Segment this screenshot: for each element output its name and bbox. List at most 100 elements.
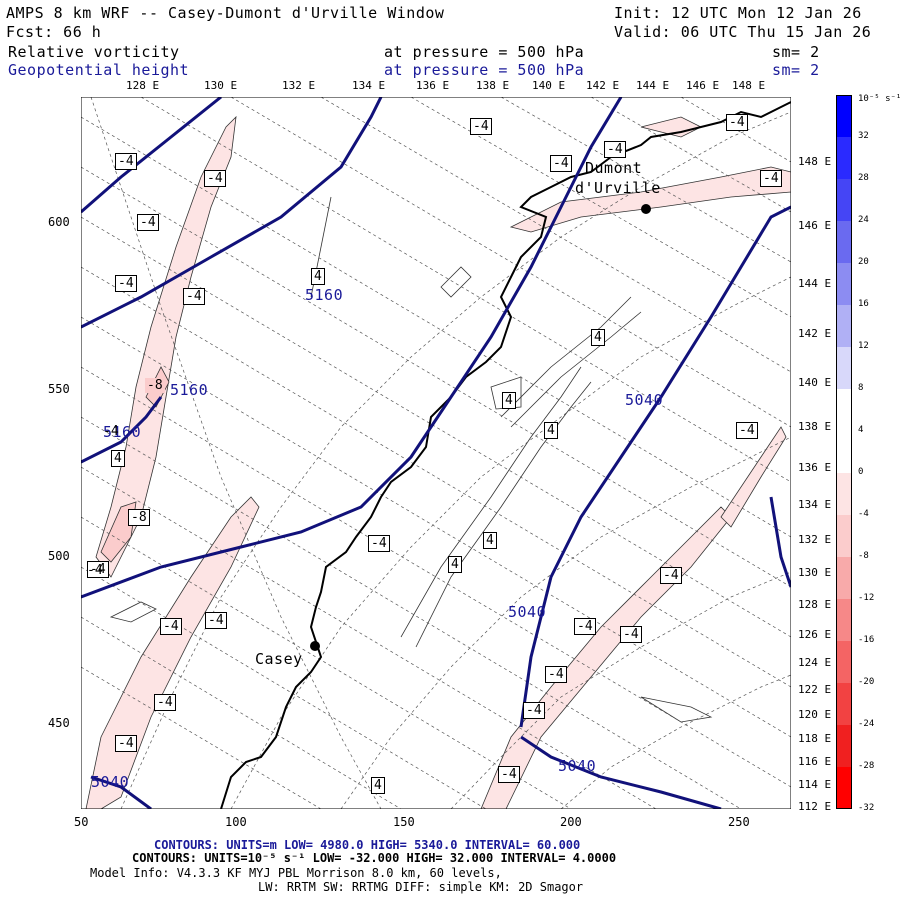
colorbar-label: 8 [858,383,864,393]
vort-label: -4 [204,170,226,187]
height-label: 5040 [558,757,597,775]
colorbar-label: 32 [858,131,869,141]
vort-label: -4 [205,612,227,629]
y-tick-label: 600 [48,215,70,229]
lon-label-right: 120 E [798,708,832,721]
vort-label: -4 [154,694,176,711]
x-tick-label: 250 [728,815,750,829]
vort-label: 4 [502,392,516,409]
colorbar-label: 20 [858,257,869,267]
vort-label: -4 [604,141,626,158]
lon-label-top: 144 E [636,79,670,92]
colorbar-swatch [836,389,852,432]
footer-physics-info: LW: RRTM SW: RRTMG DIFF: simple KM: 2D S… [258,880,584,894]
colorbar-label: -4 [858,509,869,519]
lon-label-right: 142 E [798,327,832,340]
lon-label-right: 130 E [798,566,832,579]
colorbar-swatch [836,515,852,558]
height-label: 5160 [103,423,142,441]
field2-smoothing: sm= 2 [772,61,820,79]
lon-label-right: 144 E [798,277,832,290]
colorbar-swatch [836,95,852,138]
lon-label-right: 136 E [798,461,832,474]
lon-label-top: 128 E [126,79,160,92]
height-label: 5040 [625,391,664,409]
station-name-durville: d'Urville [575,179,661,197]
lon-label-top: 132 E [282,79,316,92]
vort-label: -4 [115,275,137,292]
field1-level: at pressure = 500 hPa [384,43,585,61]
colorbar-swatch [836,137,852,180]
x-tick-label: 50 [74,815,89,829]
vort-label: -4 [574,618,596,635]
colorbar-swatch [836,221,852,264]
vort-label: -4 [545,666,567,683]
vort-label: -4 [103,424,119,439]
lon-label-right: 118 E [798,732,832,745]
y-tick-label: 450 [48,716,70,730]
vort-label: 4 [544,422,558,439]
valid-time: Valid: 06 UTC Thu 15 Jan 26 [614,23,872,41]
vort-label: 4 [111,450,125,467]
colorbar-label: 4 [858,425,864,435]
colorbar-label: -24 [858,719,875,729]
lon-label-top: 140 E [532,79,566,92]
vort-label: -4 [660,567,682,584]
vort-label: -4 [368,535,390,552]
colorbar-label: -20 [858,677,875,687]
vort-label: -4 [550,155,572,172]
colorbar-swatch [836,725,852,768]
vort-label: -8 [128,509,150,526]
station-name-dumont: Dumont [585,159,643,177]
x-tick-label: 100 [225,815,247,829]
colorbar-swatch [836,641,852,684]
vort-label: -4 [137,214,159,231]
vort-label: -4 [183,288,205,305]
lon-label-right: 140 E [798,376,832,389]
field2-level: at pressure = 500 hPa [384,61,585,79]
coastline [220,101,791,809]
lon-label-top: 146 E [686,79,720,92]
vort-label: -4 [498,766,520,783]
footer-model-info: Model Info: V4.3.3 KF MYJ PBL Morrison 8… [90,866,502,880]
lon-label-right: 112 E [798,800,832,813]
colorbar-label: 16 [858,299,869,309]
station-marker [641,204,651,214]
colorbar-label: -8 [858,551,869,561]
vort-label: 4 [591,329,605,346]
lon-label-right: 138 E [798,420,832,433]
footer-vorticity-contours: CONTOURS: UNITS=10⁻⁵ s⁻¹ LOW= -32.000 HI… [132,851,617,865]
colorbar-label: -16 [858,635,875,645]
vort-label: -4 [115,735,137,752]
vort-label: -4 [115,153,137,170]
lon-label-right: 146 E [798,219,832,232]
station-name-casey: Casey [255,650,303,668]
geopotential-contours [81,97,791,809]
vort-label: -4 [736,422,758,439]
height-label: 5160 [305,286,344,304]
colorbar-label: -12 [858,593,875,603]
vort-label: 4 [448,556,462,573]
vort-label: -4 [523,702,545,719]
lat-lon-grid [81,97,791,809]
lon-label-top: 138 E [476,79,510,92]
lon-label-right: 148 E [798,155,832,168]
height-label: 5160 [170,381,209,399]
colorbar-swatch [836,263,852,306]
vort-label: -4 [620,626,642,643]
colorbar-label: 28 [858,173,869,183]
lon-label-right: 124 E [798,656,832,669]
colorbar-label: -28 [858,761,875,771]
field1-smoothing: sm= 2 [772,43,820,61]
vort-label: -4 [760,170,782,187]
colorbar-swatch [836,767,852,809]
colorbar-label: -32 [858,803,875,813]
colorbar-swatch [836,431,852,474]
height-label: 5040 [91,773,130,791]
colorbar [836,95,852,809]
colorbar-swatch [836,473,852,516]
lon-label-right: 114 E [798,778,832,791]
field1-name: Relative vorticity [8,43,180,61]
forecast-hour: Fcst: 66 h [6,23,102,41]
lon-label-right: 126 E [798,628,832,641]
